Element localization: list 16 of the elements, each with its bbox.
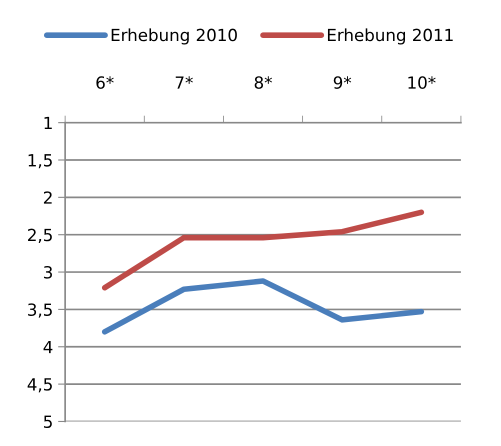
y-tick-label: 2,5 [28, 228, 52, 243]
y-tick-label: 4 [44, 340, 52, 354]
x-tick-label: 10* [408, 76, 436, 89]
x-tick-label: 7* [176, 76, 193, 89]
x-tick-label: 9* [334, 76, 352, 89]
y-tick-label: 3 [44, 266, 52, 279]
x-tick-label: 6* [96, 76, 114, 89]
y-tick-label: 3,5 [28, 303, 52, 318]
y-tick-label: 2 [44, 191, 52, 204]
y-tick-label: 1 [44, 116, 52, 129]
y-tick-label: 5 [44, 416, 52, 428]
legend-label: Erhebung 2010 [112, 28, 237, 45]
x-tick-label: 8* [254, 76, 272, 89]
y-tick-label: 1,5 [28, 154, 52, 168]
legend-label: Erhebung 2011 [328, 28, 453, 45]
y-tick-label: 4,5 [28, 378, 52, 392]
